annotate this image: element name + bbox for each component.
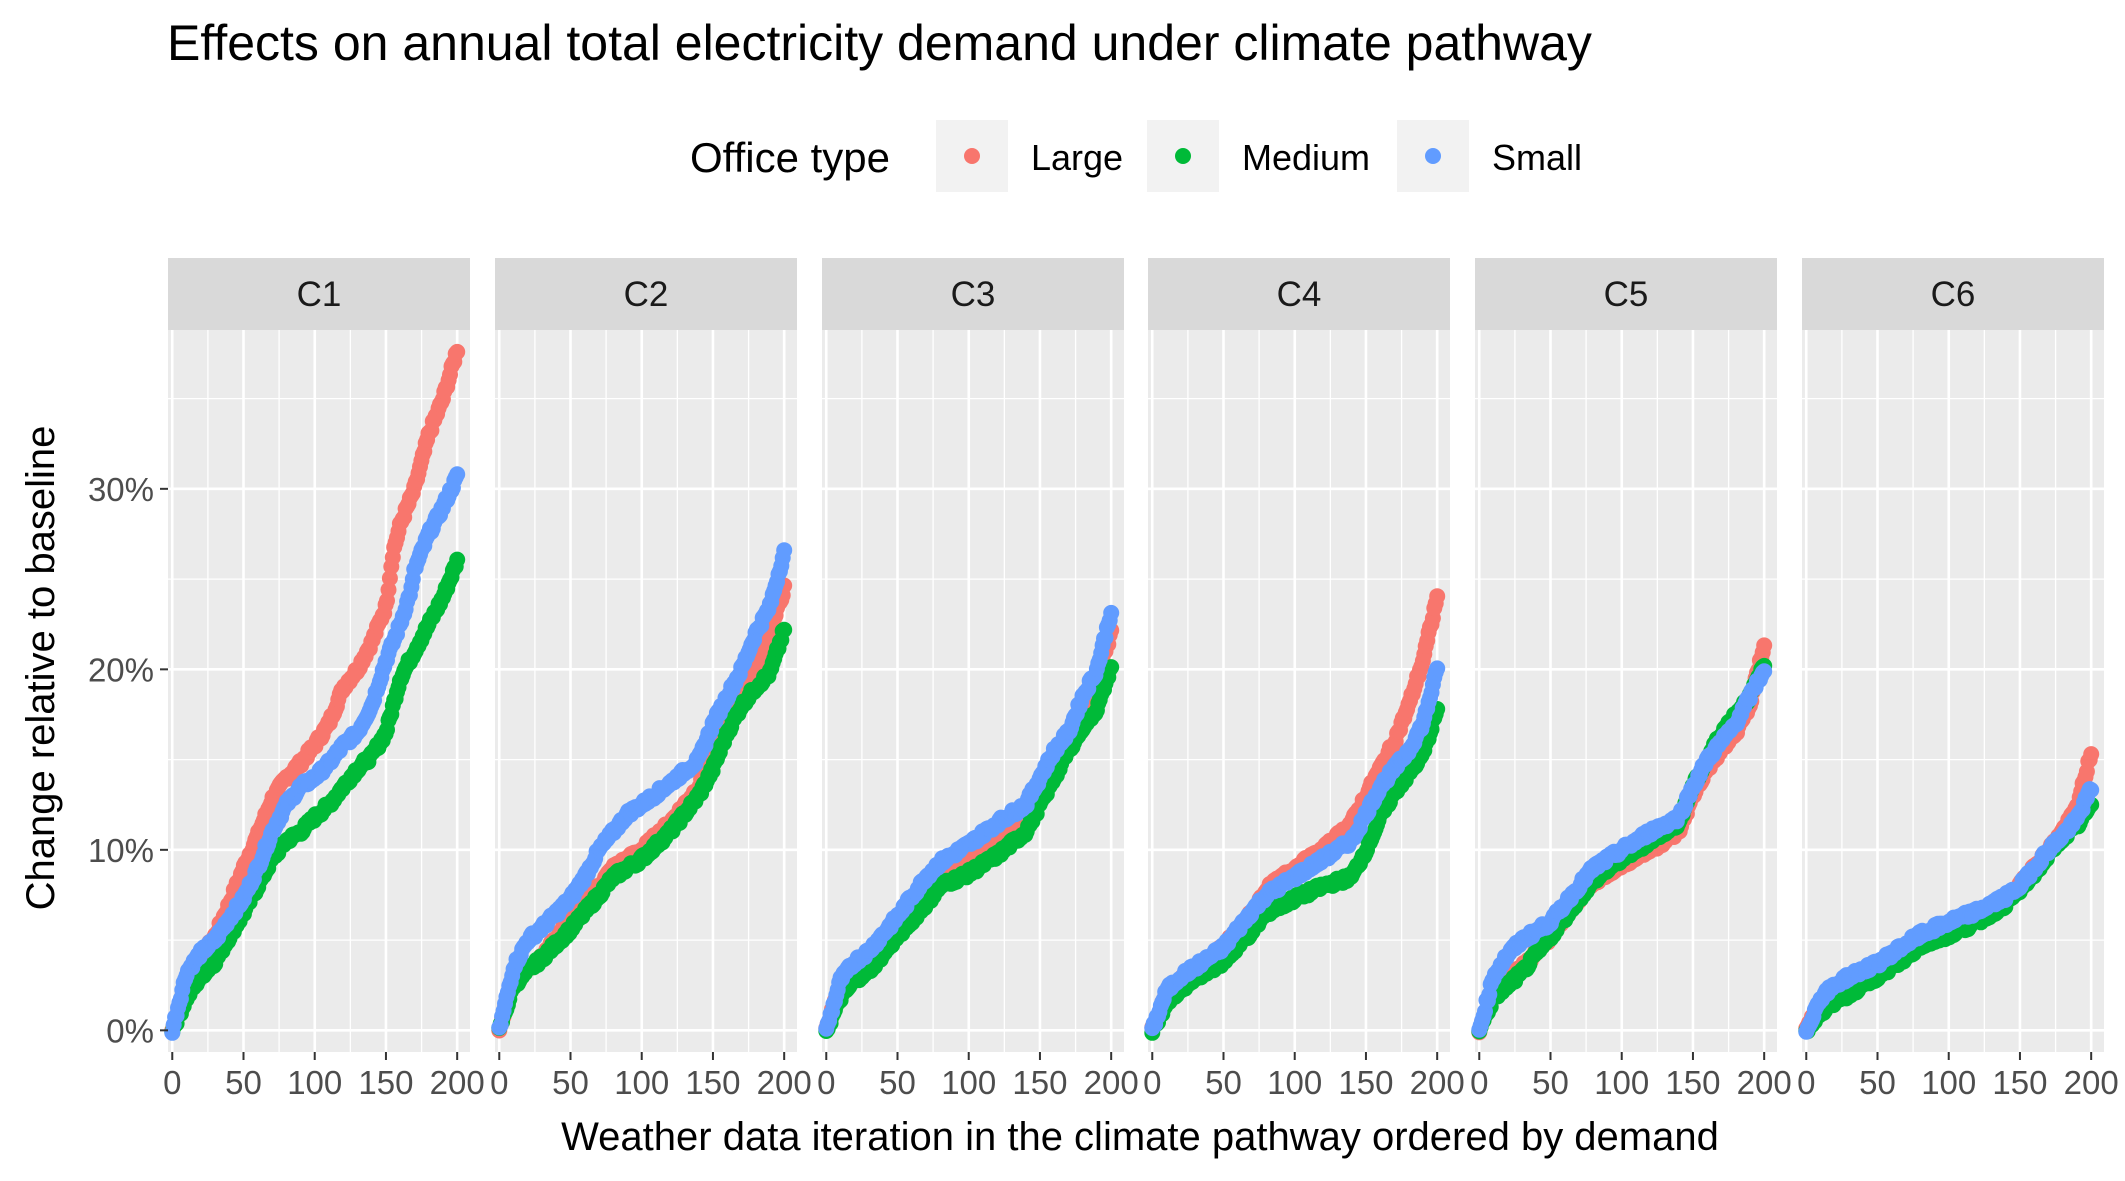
panel-c2: C2 0 50 100 150 200 <box>490 258 812 1101</box>
panel-c5: C5 0 50 100 150 200 <box>1470 258 1792 1101</box>
x-tick-label: 200 <box>2064 1064 2119 1101</box>
x-tick-label: 100 <box>287 1064 342 1101</box>
facet-label: C3 <box>951 275 996 314</box>
facet-label: C4 <box>1277 275 1322 314</box>
x-tick-label: 50 <box>1205 1064 1242 1101</box>
facet-panels: C1 0 50 100 150 200 C2 0 50 100 150 200 C3 0 50 100 150 2… <box>163 258 2119 1101</box>
data-point <box>449 552 465 568</box>
x-tick-label: 50 <box>552 1064 589 1101</box>
data-point <box>776 622 792 638</box>
x-tick-label: 150 <box>1992 1064 2047 1101</box>
data-point <box>776 542 792 558</box>
x-tick-label: 200 <box>1084 1064 1139 1101</box>
panel-c1: C1 0 50 100 150 200 <box>163 258 485 1101</box>
data-point <box>449 466 465 482</box>
y-tick-label: 0% <box>106 1012 154 1049</box>
x-tick-label: 200 <box>757 1064 812 1101</box>
data-point <box>2083 782 2099 798</box>
y-axis: 0% 10% 20% 30% <box>88 471 168 1050</box>
legend-label-large: Large <box>1031 137 1123 178</box>
x-tick-label: 150 <box>1665 1064 1720 1101</box>
x-tick-label: 100 <box>614 1064 669 1101</box>
facet-label: C1 <box>297 275 342 314</box>
x-tick-label: 50 <box>1859 1064 1896 1101</box>
x-tick-label: 150 <box>1338 1064 1393 1101</box>
y-tick-label: 10% <box>88 832 154 869</box>
data-point <box>1756 663 1772 679</box>
facet-label: C2 <box>624 275 669 314</box>
facet-label: C5 <box>1604 275 1649 314</box>
x-tick-label: 100 <box>941 1064 996 1101</box>
x-tick-label: 100 <box>1921 1064 1976 1101</box>
legend-item-large: Large <box>936 120 1123 192</box>
y-tick-label: 20% <box>88 651 154 688</box>
legend-title: Office type <box>690 134 890 181</box>
x-tick-label: 100 <box>1594 1064 1649 1101</box>
x-tick-label: 0 <box>1470 1064 1488 1101</box>
y-axis-title: Change relative to baseline <box>19 426 63 911</box>
legend-key-medium <box>1175 148 1191 164</box>
y-tick-label: 30% <box>88 471 154 508</box>
x-tick-label: 200 <box>1737 1064 1792 1101</box>
x-tick-label: 200 <box>430 1064 485 1101</box>
panel-c6: C6 0 50 100 150 200 <box>1797 258 2119 1101</box>
x-tick-label: 50 <box>879 1064 916 1101</box>
legend-label-small: Small <box>1492 137 1582 178</box>
data-point <box>449 344 465 360</box>
legend-item-medium: Medium <box>1147 120 1370 192</box>
facet-label: C6 <box>1931 275 1976 314</box>
legend-label-medium: Medium <box>1242 137 1370 178</box>
x-tick-label: 0 <box>1143 1064 1161 1101</box>
x-tick-label: 0 <box>490 1064 508 1101</box>
x-tick-label: 100 <box>1267 1064 1322 1101</box>
x-tick-label: 150 <box>1012 1064 1067 1101</box>
x-tick-label: 50 <box>1532 1064 1569 1101</box>
chart-title: Effects on annual total electricity dema… <box>167 15 1592 71</box>
x-tick-label: 50 <box>225 1064 262 1101</box>
panel-c3: C3 0 50 100 150 200 <box>817 258 1139 1101</box>
legend-key-small <box>1425 148 1441 164</box>
legend-key-large <box>964 148 980 164</box>
x-tick-label: 0 <box>1797 1064 1815 1101</box>
data-point <box>2083 746 2099 762</box>
data-point <box>1429 660 1445 676</box>
x-tick-label: 150 <box>685 1064 740 1101</box>
x-tick-label: 0 <box>817 1064 835 1101</box>
legend-items: Large Medium Small <box>936 120 1582 192</box>
legend: Office type Large Medium Small <box>690 120 1582 192</box>
x-tick-label: 150 <box>358 1064 413 1101</box>
x-tick-label: 0 <box>163 1064 181 1101</box>
data-point <box>1103 605 1119 621</box>
legend-item-small: Small <box>1397 120 1582 192</box>
x-axis-title: Weather data iteration in the climate pa… <box>561 1115 1719 1159</box>
data-point <box>1429 588 1445 604</box>
panel-c4: C4 0 50 100 150 200 <box>1143 258 1465 1101</box>
data-point <box>1756 637 1772 653</box>
x-tick-label: 200 <box>1410 1064 1465 1101</box>
